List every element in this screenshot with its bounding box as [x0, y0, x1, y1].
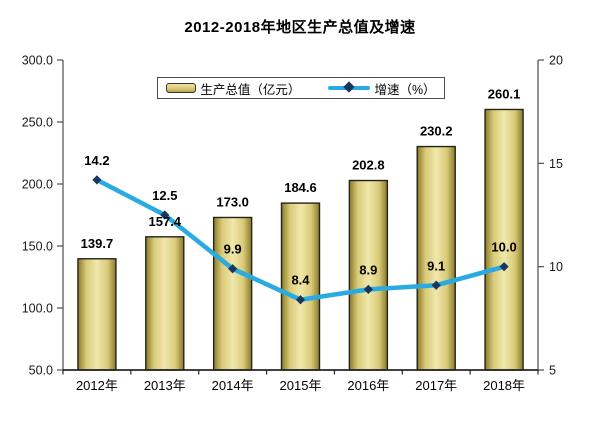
bar-value-label: 230.2 [420, 124, 453, 139]
bar-value-label: 202.8 [352, 158, 385, 173]
line-value-label: 14.2 [84, 153, 109, 168]
line-marker-2012年 [92, 175, 102, 185]
line-value-label: 9.1 [427, 258, 445, 273]
diamond-marker-icon [343, 81, 356, 93]
y-axis-left-tick-label: 100.0 [22, 302, 53, 316]
x-axis-category-label: 2018年 [483, 378, 525, 393]
line-value-label: 10.0 [491, 240, 516, 255]
legend-item-gdp: 生产总值（亿元） [166, 79, 300, 98]
line-value-label: 8.9 [359, 262, 377, 277]
bar-value-label: 157.4 [149, 214, 182, 229]
line-value-label: 8.4 [291, 273, 310, 288]
bar-2015年 [280, 202, 321, 371]
line-value-label: 12.5 [152, 188, 177, 203]
bar-value-label: 173.0 [216, 194, 249, 209]
y-axis-right-tick-label: 5 [549, 364, 556, 378]
legend-label-growth: 增速（%） [374, 82, 436, 97]
bar-value-label: 184.6 [284, 180, 317, 195]
y-axis-right-tick-label: 15 [549, 157, 563, 171]
y-axis-right-tick-label: 10 [549, 260, 563, 274]
bar-swatch-icon [166, 83, 197, 93]
bar-value-label: 260.1 [488, 86, 521, 101]
line-marker-2013年 [160, 210, 170, 220]
line-marker-2015年 [295, 295, 306, 305]
x-axis-category-label: 2013年 [144, 378, 186, 393]
line-marker-2014年 [228, 264, 238, 274]
y-axis-left-tick-label: 300.0 [22, 54, 53, 68]
y-axis-left-tick-label: 200.0 [22, 178, 53, 192]
x-axis-category-label: 2015年 [280, 378, 322, 393]
line-marker-2016年 [363, 284, 373, 294]
bar-2018年 [484, 108, 524, 371]
bar-2014年 [212, 216, 253, 371]
x-axis-category-label: 2017年 [415, 378, 457, 393]
line-marker-2017年 [431, 280, 441, 290]
y-axis-left-tick-label: 150.0 [22, 240, 53, 254]
x-axis-category-label: 2016年 [347, 378, 389, 393]
legend-item-growth: 增速（%） [328, 79, 436, 98]
legend: 生产总值（亿元） 增速（%） [157, 77, 445, 99]
line-swatch-icon [328, 81, 371, 93]
chart-title: 2012-2018年地区生产总值及增速 [184, 19, 416, 36]
x-axis-category-label: 2014年 [212, 378, 254, 393]
y-axis-right-tick-label: 20 [549, 54, 563, 68]
bar-2017年 [416, 145, 456, 371]
bar-2012年 [77, 258, 117, 371]
y-axis-left-tick-label: 250.0 [22, 116, 53, 130]
bar-2013年 [145, 236, 185, 371]
y-axis-left-tick-label: 50.0 [29, 364, 53, 378]
x-axis-category-label: 2012年 [76, 378, 118, 393]
bar-value-label: 139.7 [81, 236, 114, 251]
line-value-label: 9.9 [224, 242, 242, 257]
legend-label-gdp: 生产总值（亿元） [200, 82, 301, 97]
line-marker-2018年 [499, 262, 509, 272]
